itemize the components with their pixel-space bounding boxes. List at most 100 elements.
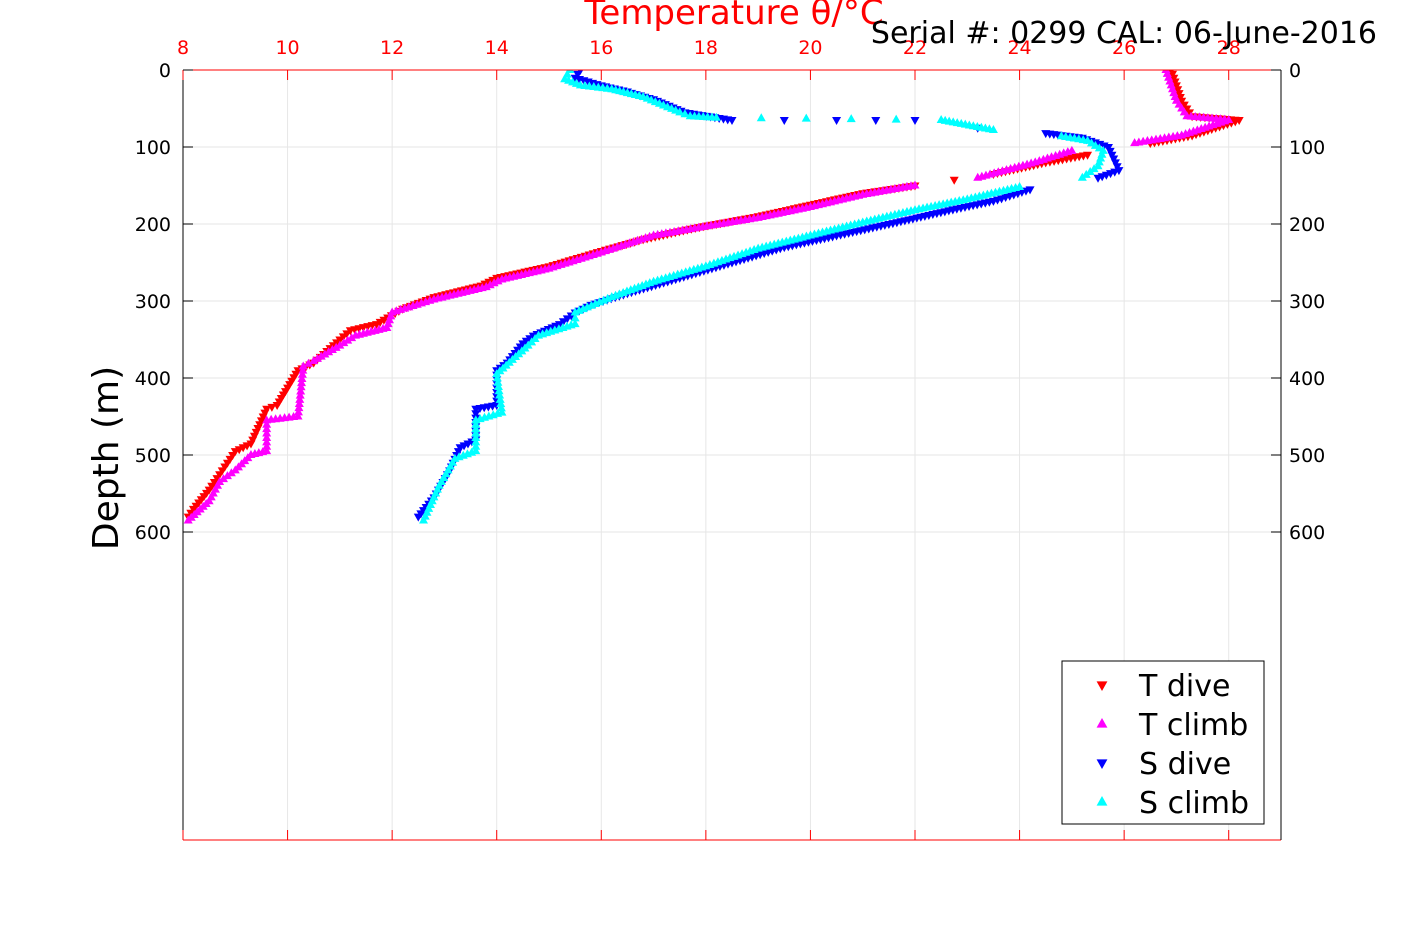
data-point-fill [558,318,568,327]
legend-marker [1096,759,1108,769]
x-tick-label: 16 [589,37,613,59]
data-point [988,125,998,134]
y-tick-label-right: 0 [1289,60,1301,82]
data-point [262,415,272,424]
data-point-fill [562,315,572,324]
data-point-fill [262,437,272,446]
data-point [419,515,429,524]
data-point-fill [494,386,504,395]
data-point [1093,174,1103,183]
data-point-fill [293,407,303,416]
data-point-fill [297,369,307,378]
chart-title: Temperature θ/°C [583,0,883,33]
data-point [413,513,423,522]
legend-entry-label: T dive [1138,669,1230,704]
data-point-fill [801,113,811,122]
x-tick-label: 24 [1007,37,1031,59]
data-point-fill [262,428,272,437]
data-point [298,361,308,370]
data-point-fill [262,424,272,433]
data-point-fill [262,432,272,441]
data-point [570,307,580,316]
data-marks [183,70,1244,524]
x-tick-label: 18 [694,37,718,59]
data-point-fill [492,373,502,382]
x-tick-label: 22 [903,37,927,59]
data-point [832,117,842,126]
data-point-fill [756,113,766,122]
tick-labels: 8 10 12 14 16 18 20 22 24 26 28 0 0 100 100 200 200 300 30… [135,37,1326,544]
data-point-fill [294,398,304,407]
y-tick-label-right: 100 [1289,137,1325,159]
data-point-fill [570,313,580,322]
data-point-fill [471,419,481,428]
data-point-fill [846,114,856,123]
y-tick-label-right: 300 [1289,291,1325,313]
data-point-fill [471,424,481,433]
x-tick-label: 26 [1112,37,1136,59]
y-tick-label-right: 200 [1289,214,1325,236]
data-point [183,515,193,524]
y-tick-label-left: 300 [135,291,171,313]
legend-marker [1096,718,1108,728]
data-point [1130,138,1140,147]
data-point [492,369,502,378]
data-point-fill [891,114,901,123]
data-point-fill [295,390,305,399]
legend-entry-label: T climb [1138,708,1248,743]
data-point-fill [379,316,389,325]
data-point-fill [471,437,481,446]
data-point-fill [296,386,306,395]
data-point-fill [471,441,481,450]
data-point-fill [296,382,306,391]
y-tick-label-left: 0 [159,60,171,82]
data-point-fill [680,109,690,118]
data-point-fill [495,390,505,399]
x-tick-label: 12 [380,37,404,59]
legend-entry-label: S climb [1139,786,1249,821]
data-point-fill [375,318,385,327]
legend: T dive T climb S dive S climb [1061,660,1265,825]
axes [182,69,1282,841]
data-point [910,117,920,126]
y-tick-label-right: 400 [1289,368,1325,390]
data-point-fill [298,365,308,374]
data-point [675,107,685,116]
data-point-fill [303,358,313,367]
data-point-fill [262,419,272,428]
data-point [471,405,481,414]
data-point [711,112,721,121]
y-tick-label-left: 400 [135,368,171,390]
data-point-fill [779,117,789,126]
series-s-climb [419,70,1108,524]
x-tick-label: 14 [485,37,509,59]
data-point-fill [496,403,506,412]
data-point-fill [471,432,481,441]
legend-box [1061,660,1265,825]
data-point-fill [493,381,503,390]
data-point [309,356,319,365]
data-point-fill [471,428,481,437]
legend-marker [1096,681,1108,691]
data-point-fill [297,373,307,382]
data-point-fill [262,441,272,450]
y-tick-label-left: 500 [135,445,171,467]
series-t-climb [183,70,1234,524]
data-point-fill [295,394,305,403]
y-tick-label-right: 500 [1289,445,1325,467]
data-point-fill [495,394,505,403]
y-tick-label-left: 200 [135,214,171,236]
data-point-fill [471,410,481,419]
data-point [727,117,737,126]
x-tick-label: 10 [275,37,299,59]
y-tick-label-left: 600 [135,522,171,544]
data-point [471,415,481,424]
data-point [1077,172,1087,181]
data-point [973,172,983,181]
legend-entry-label: S dive [1139,747,1231,782]
data-point-fill [493,377,503,386]
legend-marker [1096,796,1108,806]
x-tick-label: 28 [1217,37,1241,59]
x-tick-label: 8 [177,37,189,59]
